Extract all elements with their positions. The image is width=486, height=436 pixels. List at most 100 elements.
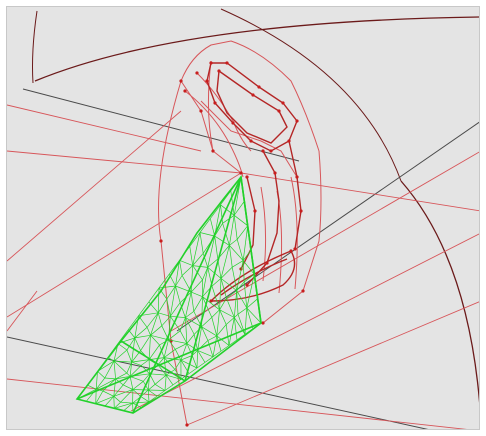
vertex-point: [295, 119, 299, 123]
mesh-edge: [216, 335, 222, 352]
vertex-point: [245, 283, 249, 287]
outer-hull-top: [180, 40, 320, 152]
mesh-edge: [128, 315, 139, 330]
mesh-edge: [220, 345, 230, 352]
mesh-edge: [180, 355, 193, 361]
mesh-edge: [148, 389, 158, 397]
edge-right-spine: [288, 140, 302, 250]
mesh-edge: [131, 361, 142, 366]
vertex-point: [195, 71, 199, 75]
mesh-edge: [149, 373, 167, 376]
mesh-edge: [226, 298, 235, 318]
vertex-point: [301, 289, 305, 293]
mesh-edge: [114, 401, 121, 409]
mesh-edge: [236, 290, 239, 315]
mesh-edge: [212, 350, 222, 358]
mesh-edge: [120, 389, 134, 403]
mesh-edge: [104, 360, 115, 379]
viewport-background: [7, 7, 479, 429]
mesh-edge: [123, 402, 133, 411]
mesh-edge: [158, 287, 168, 300]
mesh-edge: [216, 324, 227, 337]
mesh-edge: [216, 335, 230, 346]
axis-line-diagonal: [176, 121, 479, 332]
mesh-boundary: [75, 175, 262, 414]
mesh-edge: [146, 327, 151, 336]
mesh-edge: [134, 327, 148, 339]
mesh-edge: [158, 285, 176, 289]
mesh-edge: [154, 374, 167, 385]
mesh-edge: [154, 384, 166, 391]
mesh-edge: [229, 215, 235, 246]
mesh-edge: [246, 307, 262, 324]
mesh-edge: [233, 215, 238, 240]
mesh-edge: [236, 260, 244, 291]
top-arc: [34, 16, 479, 82]
mesh-edge: [201, 326, 209, 341]
vertex-point: [225, 61, 229, 65]
vertex-point: [211, 149, 215, 153]
mesh-edge: [229, 239, 238, 246]
mesh-edge: [190, 279, 203, 293]
mesh-edge: [95, 377, 106, 390]
vertex-point: [217, 69, 221, 73]
mesh-edge: [220, 190, 232, 206]
mesh-edge: [157, 364, 167, 376]
mesh-inner-edge: [76, 322, 262, 400]
mesh-edge: [219, 309, 235, 318]
mesh-edge: [242, 260, 245, 282]
3d-viewport[interactable]: [6, 6, 480, 430]
mesh-edge: [104, 396, 115, 407]
rib-e: [200, 100, 298, 178]
mesh-edge: [202, 253, 209, 268]
vertex-point: [209, 299, 213, 303]
mesh-edge: [242, 260, 255, 275]
mesh-edge: [214, 223, 223, 237]
mesh-edge: [157, 287, 160, 313]
mesh-edge: [201, 317, 213, 328]
mesh-edge: [95, 371, 98, 390]
mesh-edge: [126, 372, 131, 377]
mesh-edge: [95, 390, 104, 404]
mesh-edge: [129, 376, 134, 390]
mesh-edge: [97, 371, 106, 379]
vertex-point: [265, 261, 269, 265]
left-arc: [32, 10, 38, 84]
mesh-edge: [197, 350, 214, 358]
mesh-edge: [193, 326, 202, 335]
mesh-edge: [134, 337, 141, 351]
mesh-edge: [146, 312, 159, 328]
mesh-edge: [140, 389, 149, 397]
mesh-edge: [199, 218, 211, 233]
wireframe-scene[interactable]: [7, 7, 480, 430]
mesh-edge: [186, 343, 193, 356]
mesh-inner-edge: [240, 176, 262, 324]
mesh-edge: [140, 335, 151, 351]
mesh-edge: [193, 296, 203, 312]
vertex-point: [261, 149, 265, 153]
mesh-edge: [172, 379, 182, 386]
mesh-edge: [201, 326, 217, 337]
mesh-edge: [233, 317, 238, 340]
mesh-edge: [211, 285, 220, 310]
vertex-point: [213, 101, 217, 105]
mesh-edge: [179, 259, 193, 266]
mesh-edge: [202, 267, 209, 297]
mesh-edge: [174, 359, 182, 370]
mesh-edge: [134, 334, 151, 339]
mesh-edge: [219, 278, 222, 310]
green-mesh[interactable]: [75, 175, 262, 414]
mesh-edge: [170, 302, 181, 317]
mesh-edge: [113, 360, 132, 363]
vertex-point: [251, 93, 255, 97]
construction-line: [130, 233, 479, 412]
mesh-edge: [237, 307, 248, 315]
mesh-edge: [87, 384, 97, 390]
vertex-point: [249, 139, 253, 143]
mesh-edge: [113, 349, 128, 362]
mesh-triangulation: [76, 176, 262, 414]
mesh-edge: [234, 317, 246, 335]
mesh-edge: [165, 374, 174, 386]
edge-inner-loop: [216, 69, 288, 144]
mesh-edge: [148, 384, 156, 391]
